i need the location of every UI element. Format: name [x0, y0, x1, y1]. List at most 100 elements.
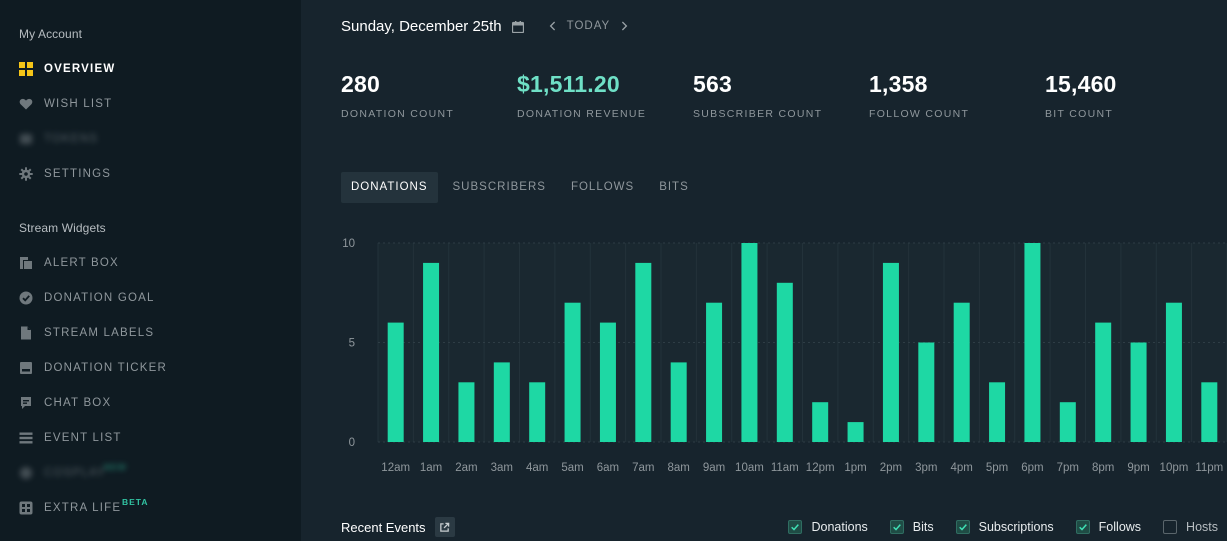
beta-badge: BETA	[122, 497, 149, 507]
blurred-icon	[19, 466, 33, 480]
recent-events-header: Recent Events	[341, 517, 455, 537]
sidebar-item-blurred-new[interactable]: COSPLAY NEW	[0, 460, 301, 486]
x-tick-label: 11am	[771, 462, 799, 474]
sidebar-item-blurred[interactable]: TOKENS	[0, 126, 301, 152]
sidebar-item-label: DONATION TICKER	[44, 362, 167, 374]
sidebar-item-label: TOKENS	[44, 133, 99, 145]
tab-follows[interactable]: FOLLOWS	[570, 181, 635, 193]
stat-donation-revenue: $1,511.20 DONATION REVENUE	[517, 71, 646, 120]
external-link-icon	[440, 522, 450, 532]
x-tick-label: 9pm	[1127, 462, 1149, 474]
file-icon	[19, 326, 33, 340]
x-tick-label: 2am	[455, 462, 477, 474]
today-button[interactable]: TODAY	[566, 20, 611, 32]
y-tick-label: 5	[349, 338, 355, 350]
sidebar-item-event-list[interactable]: EVENT LIST	[0, 425, 301, 451]
checkbox-checked-icon[interactable]	[955, 520, 970, 534]
x-tick-label: 8am	[668, 462, 690, 474]
bar-10am	[741, 243, 758, 442]
tab-subscribers[interactable]: SUBSCRIBERS	[452, 181, 546, 193]
stat-label: DONATION REVENUE	[517, 108, 647, 120]
x-tick-label: 4am	[526, 462, 548, 474]
x-tick-label: 4pm	[951, 462, 973, 474]
sidebar-item-label: EVENT LIST	[44, 432, 122, 444]
bar-6pm	[1024, 243, 1041, 442]
bar-8pm	[1095, 322, 1112, 442]
filter-donations[interactable]: Donations	[788, 520, 868, 534]
checkbox-unchecked-icon[interactable]	[1163, 520, 1178, 534]
filter-subscriptions[interactable]: Subscriptions	[955, 520, 1054, 534]
donations-chart: 0 5 10 12am 1am 2am 3am 4am 5am 6am 7am 8am 9am 10am 1…	[341, 226, 1227, 486]
x-tick-label: 2pm	[880, 462, 902, 474]
filter-label: Donations	[811, 520, 868, 534]
current-date: Sunday, December 25th	[341, 17, 502, 35]
bar-7am	[635, 262, 652, 442]
stat-value: $1,511.20	[517, 71, 620, 97]
x-tick-label: 10am	[735, 462, 764, 474]
sidebar-item-label: COSPLAY	[44, 467, 106, 479]
x-tick-label: 3am	[491, 462, 513, 474]
x-tick-label: 8pm	[1092, 462, 1114, 474]
bar-12pm	[812, 402, 829, 442]
heart-icon	[19, 97, 33, 111]
sidebar-item-settings[interactable]: SETTINGS	[0, 161, 301, 187]
filter-follows[interactable]: Follows	[1075, 520, 1142, 534]
date-navigation: Sunday, December 25th TODAY	[341, 17, 629, 35]
x-tick-label: 1pm	[844, 462, 866, 474]
sidebar-item-wish-list[interactable]: WISH LIST	[0, 91, 301, 117]
sidebar-item-alert-box[interactable]: ALERT BOX	[0, 250, 301, 276]
x-tick-label: 10pm	[1160, 462, 1189, 474]
sidebar-item-label: STREAM LABELS	[44, 327, 155, 339]
sidebar-item-label: DONATION GOAL	[44, 292, 155, 304]
stat-value: 280	[341, 71, 380, 97]
check-circle-icon	[19, 291, 33, 305]
bar-2am	[458, 382, 475, 442]
new-badge: NEW	[104, 462, 127, 472]
stat-label: DONATION COUNT	[341, 108, 455, 120]
x-tick-label: 7pm	[1057, 462, 1079, 474]
sidebar-item-label: CHAT BOX	[44, 397, 112, 409]
bar-10pm	[1165, 302, 1182, 442]
stat-value: 563	[693, 71, 732, 97]
checkbox-checked-icon[interactable]	[889, 520, 904, 534]
sidebar-item-chat-box[interactable]: CHAT BOX	[0, 390, 301, 416]
bar-12am	[387, 322, 404, 442]
bar-3am	[493, 362, 510, 442]
chevron-right-icon[interactable]	[619, 20, 629, 32]
filter-label: Subscriptions	[978, 520, 1054, 534]
bar-5am	[564, 302, 581, 442]
stat-label: BIT COUNT	[1045, 108, 1114, 120]
filter-bits[interactable]: Bits	[889, 520, 934, 534]
sidebar-item-label: ALERT BOX	[44, 257, 119, 269]
sidebar-item-donation-goal[interactable]: DONATION GOAL	[0, 285, 301, 311]
calendar-icon[interactable]	[511, 20, 524, 34]
sidebar-item-extra-life[interactable]: EXTRA LIFE BETA	[0, 495, 301, 521]
x-tick-label: 11pm	[1195, 462, 1223, 474]
chevron-left-icon[interactable]	[548, 20, 558, 32]
event-filters: Donations Bits Subscriptions Follows Hos…	[766, 518, 1218, 536]
filter-label: Follows	[1098, 520, 1142, 534]
bar-6am	[599, 322, 616, 442]
x-tick-label: 7am	[632, 462, 654, 474]
bar-2pm	[882, 262, 899, 442]
sidebar-item-stream-labels[interactable]: STREAM LABELS	[0, 320, 301, 346]
checkbox-checked-icon[interactable]	[1075, 520, 1090, 534]
main-content: Sunday, December 25th TODAY 280 DONATION…	[301, 0, 1227, 541]
x-tick-label: 12pm	[806, 462, 835, 474]
stat-bit-count: 15,460 BIT COUNT	[1045, 71, 1117, 120]
x-tick-label: 5pm	[986, 462, 1008, 474]
y-tick-label: 10	[342, 238, 355, 250]
checkbox-checked-icon[interactable]	[788, 520, 803, 534]
blurred-icon	[19, 132, 33, 146]
bar-1pm	[847, 422, 864, 442]
x-tick-label: 6pm	[1021, 462, 1043, 474]
tab-donations[interactable]: DONATIONS	[341, 172, 438, 203]
sidebar-item-donation-ticker[interactable]: DONATION TICKER	[0, 355, 301, 381]
external-link-button[interactable]	[434, 517, 455, 537]
sidebar-item-overview[interactable]: OVERVIEW	[0, 56, 301, 82]
chart-svg: 0 5 10 12am 1am 2am 3am 4am 5am 6am 7am 8am 9am 10am 1…	[342, 238, 1227, 474]
filter-hosts[interactable]: Hosts	[1163, 520, 1218, 534]
bar-7pm	[1059, 402, 1076, 442]
tab-bits[interactable]: BITS	[659, 181, 689, 193]
sidebar-item-label: SETTINGS	[44, 168, 112, 180]
